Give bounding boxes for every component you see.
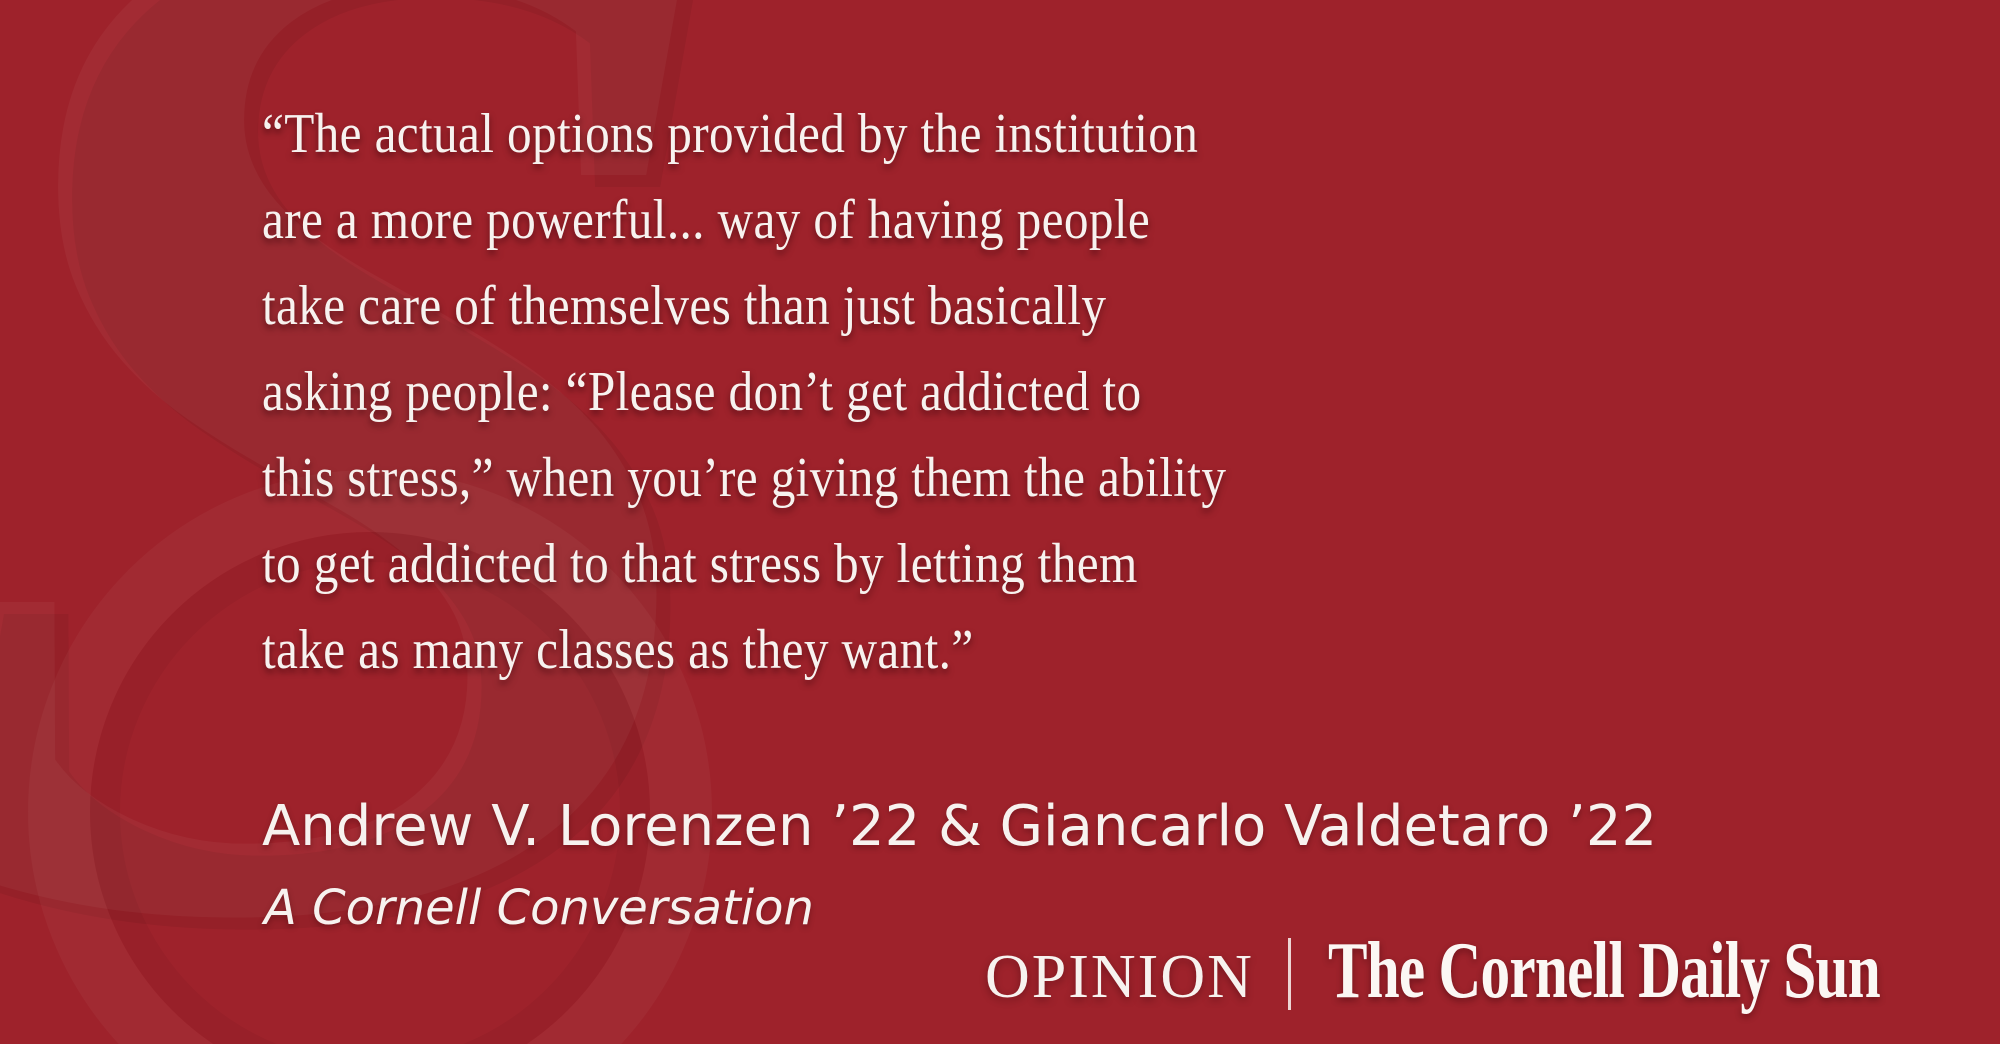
quote-line: “The actual options provided by the inst… — [262, 103, 1199, 165]
quote-line: this stress,” when you’re giving them th… — [262, 447, 1227, 509]
attribution-series: A Cornell Conversation — [264, 880, 814, 936]
quote-line: to get addicted to that stress by lettin… — [262, 533, 1138, 595]
quote-line: take care of themselves than just basica… — [262, 275, 1107, 337]
pull-quote: “The actual options provided by the inst… — [262, 91, 1226, 693]
footer-divider — [1288, 938, 1291, 1010]
attribution-authors: Andrew V. Lorenzen ’22 & Giancarlo Valde… — [262, 794, 1658, 859]
section-label-opinion: OPINION — [985, 943, 1254, 1011]
quote-line: take as many classes as they want.” — [262, 619, 974, 681]
quote-line: are a more powerful... way of having peo… — [262, 189, 1151, 251]
publication-masthead-logo: The Cornell Daily Sun — [1328, 927, 1881, 1015]
quote-line: asking people: “Please don’t get addicte… — [262, 361, 1142, 423]
